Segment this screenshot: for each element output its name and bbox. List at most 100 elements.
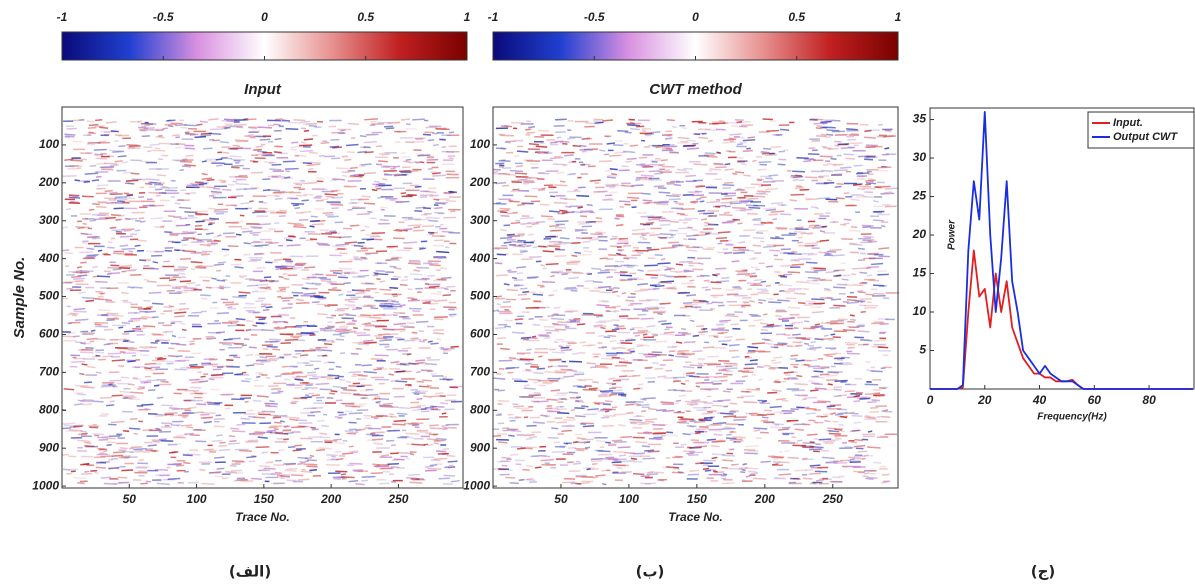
seismic-stroke xyxy=(104,451,108,452)
seismic-stroke xyxy=(186,427,193,428)
seismic-stroke xyxy=(778,429,789,430)
seismic-stroke xyxy=(740,209,753,210)
seismic-stroke xyxy=(643,224,653,225)
seismic-stroke xyxy=(145,364,156,365)
seismic-stroke xyxy=(512,278,517,279)
seismic-stroke xyxy=(266,307,273,308)
seismic-stroke xyxy=(341,474,346,475)
seismic-stroke xyxy=(579,442,591,443)
seismic-stroke xyxy=(571,255,577,256)
seismic-stroke xyxy=(218,262,226,263)
y-tick-label: 200 xyxy=(38,175,59,189)
seismic-stroke xyxy=(651,472,664,473)
seismic-stroke xyxy=(314,368,319,369)
seismic-stroke xyxy=(496,183,506,184)
colorbar-tick-label: 1 xyxy=(895,10,902,24)
seismic-stroke xyxy=(310,412,320,413)
seismic-stroke xyxy=(554,203,568,204)
seismic-stroke xyxy=(519,244,527,245)
seismic-stroke xyxy=(550,230,562,231)
seismic-stroke xyxy=(692,259,702,260)
seismic-stroke xyxy=(689,280,694,281)
seismic-stroke xyxy=(510,483,519,484)
seismic-stroke xyxy=(296,155,306,156)
seismic-stroke xyxy=(321,199,328,200)
seismic-stroke xyxy=(202,161,207,162)
seismic-stroke xyxy=(533,247,538,248)
seismic-stroke xyxy=(503,302,511,303)
seismic-stroke xyxy=(774,478,786,479)
seismic-stroke xyxy=(804,321,809,322)
seismic-stroke xyxy=(694,422,705,423)
seismic-stroke xyxy=(672,194,681,195)
seismic-stroke xyxy=(296,300,303,301)
seismic-stroke xyxy=(98,250,102,251)
seismic-stroke xyxy=(606,277,613,278)
seismic-stroke xyxy=(393,296,398,297)
seismic-stroke xyxy=(293,120,305,121)
seismic-stroke xyxy=(589,239,599,240)
seismic-stroke xyxy=(425,466,434,467)
seismic-stroke xyxy=(597,191,608,192)
seismic-stroke xyxy=(683,222,688,223)
seismic-stroke xyxy=(724,253,732,254)
seismic-stroke xyxy=(189,344,194,345)
seismic-stroke xyxy=(305,395,309,396)
seismic-stroke xyxy=(630,129,640,130)
seismic-stroke xyxy=(247,119,256,120)
seismic-stroke xyxy=(620,206,624,207)
seismic-stroke xyxy=(82,364,88,365)
seismic-stroke xyxy=(273,417,281,418)
seismic-stroke xyxy=(845,343,858,344)
seismic-stroke xyxy=(748,451,759,452)
seismic-stroke xyxy=(854,396,860,397)
seismic-stroke xyxy=(179,207,191,208)
seismic-stroke xyxy=(840,417,847,418)
seismic-stroke xyxy=(638,353,647,354)
seismic-stroke xyxy=(517,273,523,274)
seismic-stroke xyxy=(695,432,700,433)
seismic-stroke xyxy=(441,425,448,426)
seismic-stroke xyxy=(676,182,684,183)
seismic-stroke xyxy=(89,220,96,221)
seismic-stroke xyxy=(529,257,541,258)
seismic-stroke xyxy=(557,422,567,423)
seismic-stroke xyxy=(677,213,685,214)
seismic-stroke xyxy=(367,212,372,213)
seismic-stroke xyxy=(754,280,763,281)
seismic-stroke xyxy=(120,236,133,237)
seismic-stroke xyxy=(794,384,808,385)
seismic-stroke xyxy=(524,435,535,436)
seismic-stroke xyxy=(326,275,337,276)
seismic-stroke xyxy=(434,212,443,213)
seismic-stroke xyxy=(834,387,842,388)
seismic-stroke xyxy=(667,288,677,289)
seismic-stroke xyxy=(106,313,118,314)
seismic-stroke xyxy=(195,226,202,227)
seismic-stroke xyxy=(566,425,571,426)
seismic-stroke xyxy=(544,372,554,373)
seismic-stroke xyxy=(147,151,152,152)
seismic-stroke xyxy=(640,237,645,238)
seismic-stroke xyxy=(216,159,223,160)
seismic-stroke xyxy=(600,270,609,271)
seismic-stroke xyxy=(595,218,602,219)
seismic-stroke xyxy=(692,202,696,203)
seismic-stroke xyxy=(593,356,598,357)
seismic-stroke xyxy=(212,441,223,442)
seismic-stroke xyxy=(324,194,337,195)
seismic-stroke xyxy=(495,263,502,264)
seismic-stroke xyxy=(428,469,442,470)
seismic-stroke xyxy=(430,343,438,344)
seismic-stroke xyxy=(208,208,215,209)
seismic-stroke xyxy=(331,191,337,192)
seismic-stroke xyxy=(672,127,677,128)
seismic-stroke xyxy=(71,471,76,472)
seismic-stroke xyxy=(78,292,86,293)
seismic-stroke xyxy=(104,329,113,330)
seismic-stroke xyxy=(734,288,742,289)
seismic-stroke xyxy=(584,251,592,252)
y-tick-label: 800 xyxy=(39,402,59,416)
seismic-stroke xyxy=(115,161,123,162)
seismic-stroke xyxy=(291,203,304,204)
